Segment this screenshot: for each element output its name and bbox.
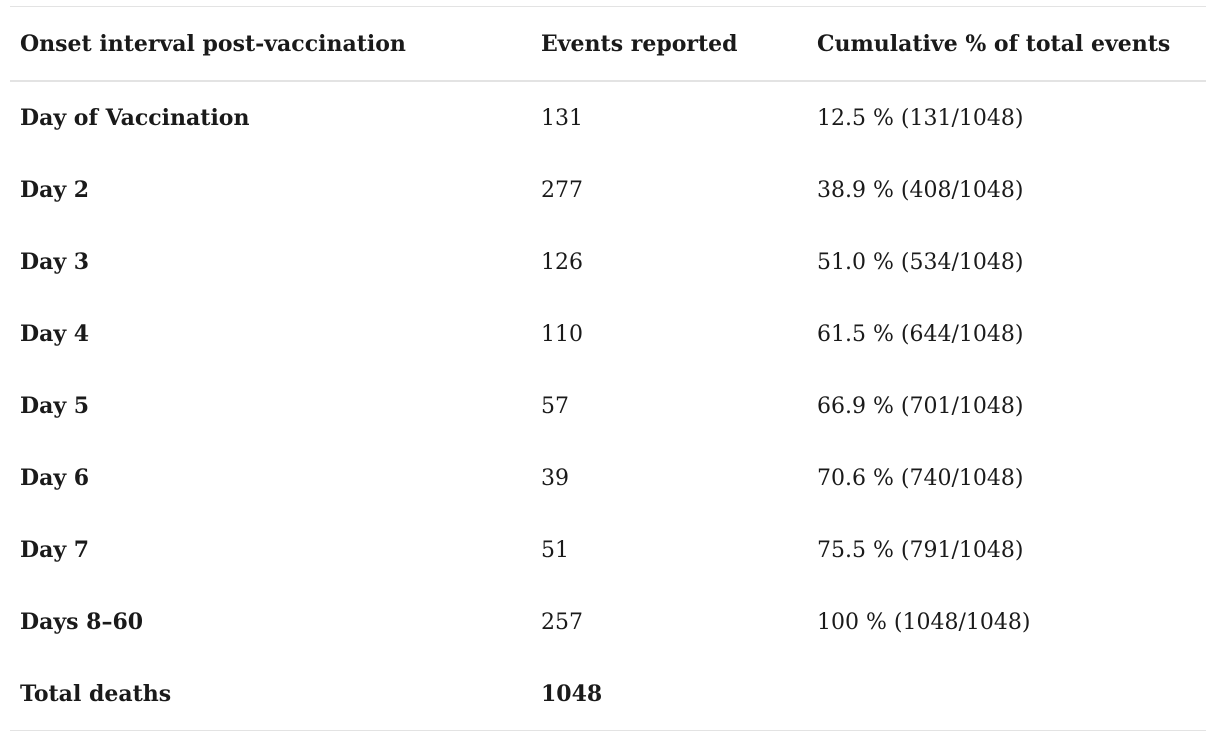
onset-interval-table: Onset interval post-vaccination Events r… [10, 7, 1206, 730]
table-row: Day 3 126 51.0 % (534/1048) [10, 226, 1206, 298]
cell-cumulative: 70.6 % (740/1048) [817, 465, 1024, 491]
cell-interval: Day 7 [20, 537, 90, 563]
cell-cumulative: 12.5 % (131/1048) [817, 105, 1024, 131]
header-row: Onset interval post-vaccination Events r… [10, 7, 1206, 82]
cell-total-cumulative [807, 658, 1206, 730]
cell-interval: Day 5 [20, 393, 90, 419]
table-row: Day of Vaccination 131 12.5 % (131/1048) [10, 81, 1206, 154]
cell-total-label: Total deaths [20, 681, 172, 707]
cell-cumulative: 100 % (1048/1048) [817, 609, 1031, 635]
table-row: Day 2 277 38.9 % (408/1048) [10, 154, 1206, 226]
header-cumulative-percent: Cumulative % of total events [807, 7, 1206, 82]
cell-total-events: 1048 [541, 681, 603, 707]
table-row: Day 4 110 61.5 % (644/1048) [10, 298, 1206, 370]
cell-interval: Days 8–60 [20, 609, 144, 635]
cell-cumulative: 66.9 % (701/1048) [817, 393, 1024, 419]
cell-cumulative: 75.5 % (791/1048) [817, 537, 1024, 563]
cell-cumulative: 51.0 % (534/1048) [817, 249, 1024, 275]
cell-interval: Day of Vaccination [20, 105, 250, 131]
cell-interval: Day 2 [20, 177, 90, 203]
cell-events: 131 [541, 105, 583, 131]
cell-events: 57 [541, 393, 569, 419]
header-onset-interval: Onset interval post-vaccination [10, 7, 531, 82]
cell-events: 39 [541, 465, 569, 491]
table-row: Day 5 57 66.9 % (701/1048) [10, 370, 1206, 442]
cell-events: 126 [541, 249, 583, 275]
table-header: Onset interval post-vaccination Events r… [10, 7, 1206, 82]
cell-cumulative: 38.9 % (408/1048) [817, 177, 1024, 203]
table-row: Day 6 39 70.6 % (740/1048) [10, 442, 1206, 514]
header-events-reported: Events reported [531, 7, 807, 82]
table-row: Day 7 51 75.5 % (791/1048) [10, 514, 1206, 586]
cell-interval: Day 6 [20, 465, 90, 491]
onset-interval-table-container: Onset interval post-vaccination Events r… [10, 6, 1206, 731]
total-row: Total deaths 1048 [10, 658, 1206, 730]
cell-events: 110 [541, 321, 583, 347]
cell-events: 257 [541, 609, 583, 635]
cell-events: 51 [541, 537, 569, 563]
table-body: Day of Vaccination 131 12.5 % (131/1048)… [10, 81, 1206, 730]
cell-cumulative: 61.5 % (644/1048) [817, 321, 1024, 347]
table-row: Days 8–60 257 100 % (1048/1048) [10, 586, 1206, 658]
cell-interval: Day 4 [20, 321, 90, 347]
cell-events: 277 [541, 177, 583, 203]
cell-interval: Day 3 [20, 249, 90, 275]
